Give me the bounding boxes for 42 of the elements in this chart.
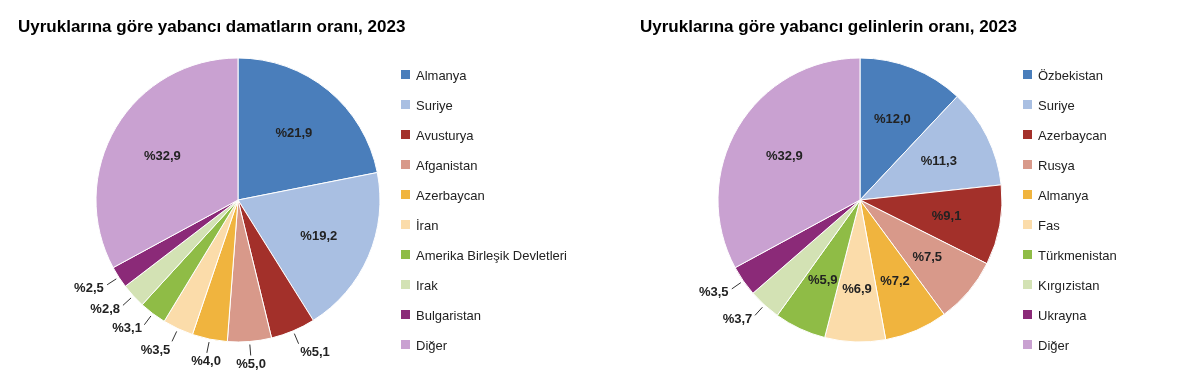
data-label: %2,8 <box>90 300 120 316</box>
data-label: %3,5 <box>140 341 171 357</box>
legend-label: Rusya <box>1038 157 1076 173</box>
legend-label: Özbekistan <box>1038 67 1104 83</box>
legend-label: Irak <box>416 277 439 293</box>
data-label: %5,0 <box>236 356 266 372</box>
data-label: %3,1 <box>112 320 142 336</box>
legend-label: Azerbaycan <box>416 187 485 203</box>
data-label: %32,9 <box>765 147 803 163</box>
data-label: %3,5 <box>698 283 729 299</box>
legend-label: Ukrayna <box>1038 307 1088 323</box>
legend-label: Avusturya <box>416 127 475 143</box>
chart-title: Uyruklarına göre yabancı gelinlerin oranı, 2023 <box>640 17 1017 36</box>
legend-label: Diğer <box>1038 337 1070 353</box>
chart-title: Uyruklarına göre yabancı damatların oranı, 2023 <box>18 17 406 36</box>
legend-label: İran <box>416 217 439 233</box>
data-label: %19,2 <box>300 227 338 243</box>
data-label: %12,0 <box>873 110 911 126</box>
data-label: %21,9 <box>275 124 313 140</box>
legend-label: Almanya <box>416 67 468 83</box>
data-label: %5,1 <box>300 343 330 359</box>
data-label: %32,9 <box>143 147 181 163</box>
legend-label: Almanya <box>1038 187 1090 203</box>
legend-label: Fas <box>1038 217 1061 233</box>
data-label: %5,9 <box>807 272 838 288</box>
data-label: %9,1 <box>931 208 962 224</box>
legend-label: Suriye <box>416 97 453 113</box>
data-label: %6,9 <box>842 280 872 296</box>
legend-label: Diğer <box>416 337 448 353</box>
legend-label: Kırgızistan <box>1038 277 1100 293</box>
legend-label: Afganistan <box>416 157 478 173</box>
data-label: %11,3 <box>920 153 957 169</box>
data-label: %7,5 <box>912 249 943 265</box>
data-label: %3,7 <box>722 310 753 326</box>
legend-label: Suriye <box>1038 97 1075 113</box>
legend-label: Türkmenistan <box>1038 247 1117 263</box>
data-label: %2,5 <box>74 279 104 295</box>
legend-label: Bulgaristan <box>416 307 482 323</box>
data-label: %4,0 <box>191 353 221 369</box>
legend-label: Azerbaycan <box>1038 127 1107 143</box>
legend-label: Amerika Birleşik Devletleri <box>416 247 568 263</box>
data-label: %7,2 <box>880 273 910 289</box>
